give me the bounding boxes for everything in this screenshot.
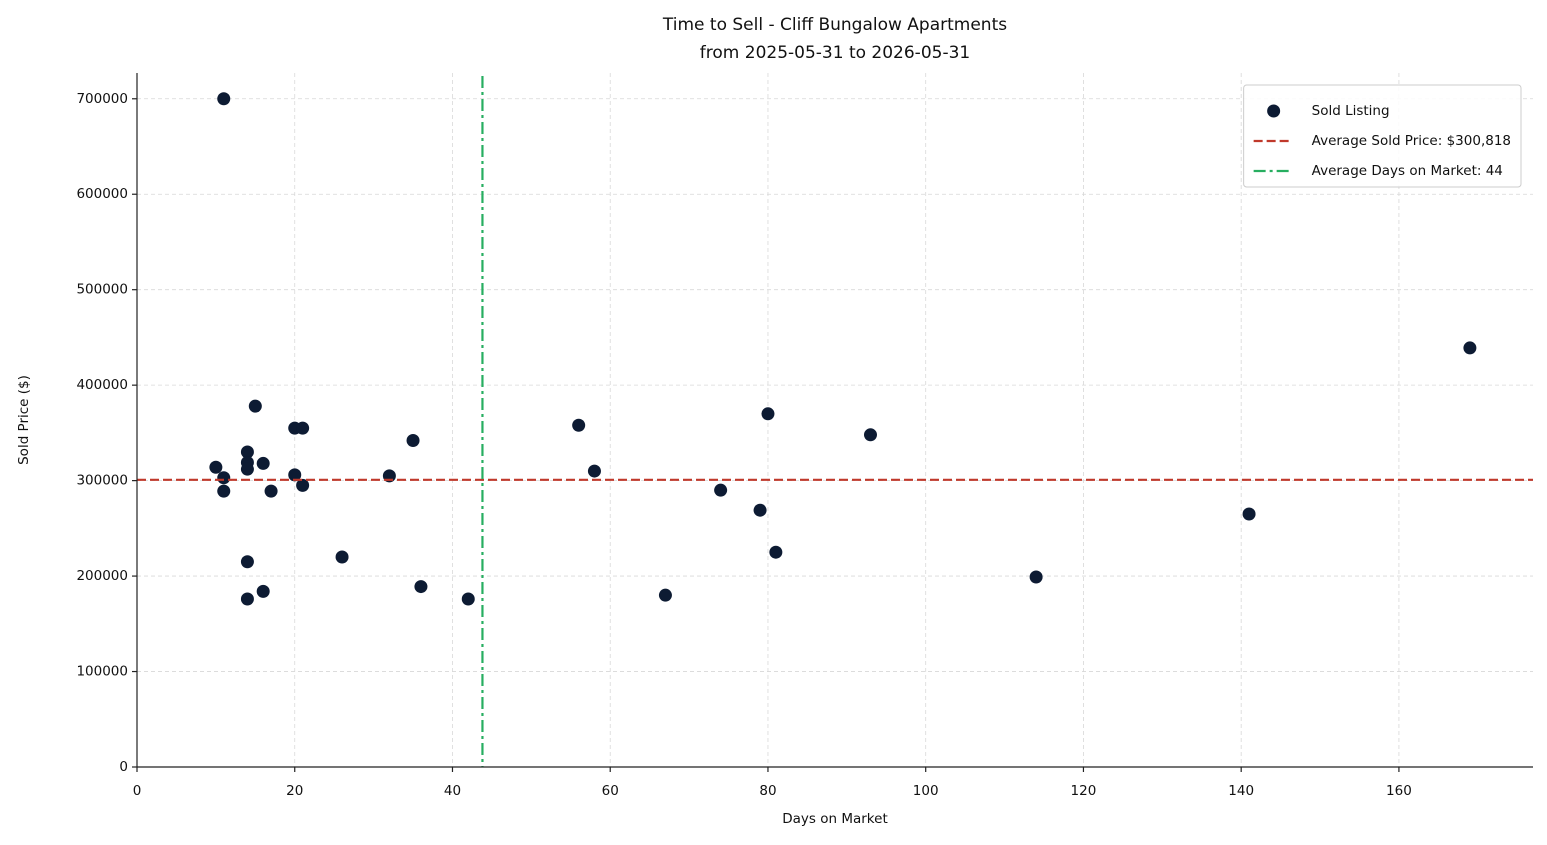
scatter-point	[296, 421, 310, 435]
scatter-point	[217, 471, 231, 485]
scatter-point	[714, 483, 728, 497]
legend-marker	[1267, 104, 1281, 118]
x-tick-label: 40	[444, 783, 461, 799]
x-tick-label: 20	[286, 783, 303, 799]
legend-label: Sold Listing	[1312, 103, 1390, 119]
x-tick-label: 140	[1228, 783, 1254, 799]
scatter-point	[217, 92, 231, 106]
scatter-point	[296, 478, 310, 492]
x-tick-label: 80	[759, 783, 776, 799]
scatter-point	[769, 545, 783, 559]
y-tick-label: 200000	[76, 568, 128, 584]
scatter-point	[264, 484, 278, 498]
chart-subtitle: from 2025-05-31 to 2026-05-31	[700, 43, 970, 63]
scatter-point	[240, 445, 254, 459]
legend-box	[1243, 84, 1522, 188]
scatter-point	[335, 550, 349, 564]
x-tick-label: 160	[1386, 783, 1412, 799]
scatter-point	[1463, 341, 1477, 355]
y-tick-label: 600000	[76, 186, 128, 202]
scatter-point	[240, 555, 254, 569]
legend-label: Average Sold Price: $300,818	[1312, 133, 1511, 149]
x-axis-label: Days on Market	[782, 811, 888, 827]
scatter-point	[240, 592, 254, 606]
x-tick-label: 100	[913, 783, 939, 799]
scatter-point	[217, 484, 231, 498]
scatter-point	[256, 584, 270, 598]
x-tick-label: 120	[1071, 783, 1097, 799]
legend-label: Average Days on Market: 44	[1312, 163, 1503, 179]
scatter-point	[240, 462, 254, 476]
scatter-point	[1029, 570, 1043, 584]
scatter-point	[288, 468, 302, 482]
y-axis-label: Sold Price ($)	[16, 375, 32, 465]
y-tick-label: 500000	[76, 282, 128, 298]
scatter-point	[761, 407, 775, 421]
scatter-point	[248, 399, 262, 413]
scatter-point	[406, 434, 420, 448]
scatter-point	[414, 580, 428, 594]
legend: Sold Listing Average Sold Price: $300,818…	[1243, 84, 1522, 188]
x-tick-label: 0	[133, 783, 142, 799]
chart-title: Time to Sell - Cliff Bungalow Apartments	[662, 15, 1007, 35]
scatter-point	[461, 592, 475, 606]
scatter-point	[572, 418, 586, 432]
y-tick-label: 400000	[76, 377, 128, 393]
scatter-point	[209, 460, 223, 474]
scatter-point	[1242, 507, 1256, 521]
y-tick-label: 300000	[76, 473, 128, 489]
y-tick-label: 100000	[76, 664, 128, 680]
scatter-point	[658, 588, 672, 602]
scatter-point	[256, 456, 270, 470]
x-tick-label: 60	[602, 783, 619, 799]
scatter-point	[587, 464, 601, 478]
scatter-point	[753, 503, 767, 517]
scatter-point	[863, 428, 877, 442]
y-tick-label: 700000	[76, 91, 128, 107]
y-tick-label: 0	[119, 759, 128, 775]
